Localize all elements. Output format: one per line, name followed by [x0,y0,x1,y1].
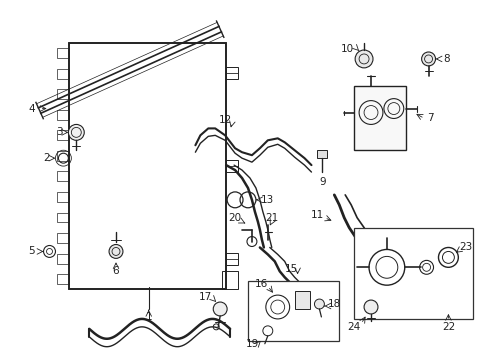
Text: 8: 8 [442,54,449,64]
Circle shape [265,295,289,319]
Bar [57,192,69,202]
Bar [57,69,69,78]
Circle shape [68,125,84,140]
Circle shape [421,52,435,66]
Text: 23: 23 [459,243,472,252]
Text: 15: 15 [285,264,298,274]
Bar [317,150,326,158]
Text: 11: 11 [310,210,324,220]
Bar [57,151,69,161]
Bar [57,89,69,99]
Bar [57,233,69,243]
Bar [353,228,472,319]
Circle shape [368,249,404,285]
Text: 6: 6 [112,266,119,276]
Text: 24: 24 [347,322,360,332]
Text: 19: 19 [245,339,258,349]
Bar [247,281,339,341]
Text: 4: 4 [28,104,35,113]
Text: 13: 13 [261,195,274,205]
Bar [57,254,69,264]
Text: 22: 22 [441,322,454,332]
Bar [69,43,225,289]
Bar [57,274,69,284]
Circle shape [213,302,226,316]
Bar [294,291,310,309]
Text: 16: 16 [255,279,268,289]
Circle shape [109,244,122,258]
Bar [57,212,69,222]
Text: 12: 12 [218,116,231,126]
Text: 9: 9 [319,177,325,187]
Bar [222,271,238,289]
Bar [57,110,69,120]
Bar [57,171,69,181]
Text: 2: 2 [43,153,50,163]
Text: 1: 1 [145,312,152,322]
Text: 21: 21 [264,213,278,223]
Text: 10: 10 [340,44,353,54]
Bar [225,160,238,172]
Bar [69,43,225,289]
Text: 5: 5 [28,247,35,256]
Bar [225,67,238,79]
Text: 17: 17 [198,292,211,302]
Text: 3: 3 [56,127,62,138]
Bar [57,130,69,140]
Text: 7: 7 [427,113,433,123]
Bar [57,48,69,58]
Bar [353,86,405,150]
Text: 20: 20 [228,213,241,223]
Circle shape [354,50,372,68]
Circle shape [364,300,377,314]
Text: 18: 18 [327,299,340,309]
Bar [225,253,238,265]
Circle shape [314,299,324,309]
